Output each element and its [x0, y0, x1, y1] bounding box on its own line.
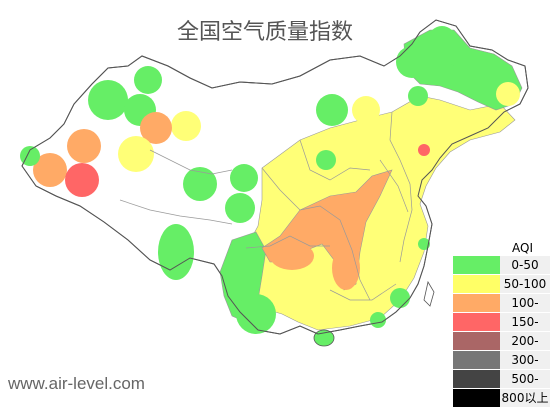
legend-swatch: [453, 275, 500, 293]
aqi-legend: AQI 0-50 50-100 100-150 150-200 200-300 …: [453, 240, 550, 408]
station-blob: [140, 112, 172, 144]
station-blob: [236, 294, 276, 334]
legend-swatch: [453, 332, 500, 350]
station-blob: [408, 86, 428, 106]
legend-item: 0-50: [453, 256, 550, 275]
station-blob: [134, 66, 162, 94]
station-blob: [316, 94, 348, 126]
legend-label: 150-200: [500, 313, 550, 347]
station-blob: [370, 312, 386, 328]
province-lines: [119, 111, 413, 301]
station-blob: [270, 242, 314, 270]
legend-swatch: [453, 389, 500, 407]
station-blob: [332, 246, 360, 290]
station-blob: [230, 164, 258, 192]
legend-label: 300-500: [500, 351, 550, 385]
legend-label: 0-50: [500, 256, 550, 275]
legend-item: 200-300: [453, 332, 550, 366]
station-blob: [183, 167, 217, 201]
legend-item: 150-200: [453, 313, 550, 347]
station-blob: [33, 153, 67, 187]
legend-swatch: [453, 351, 500, 369]
station-blob: [496, 82, 520, 106]
legend-label: 50-100: [500, 275, 550, 294]
legend-label: 200-300: [500, 332, 550, 366]
station-blob: [225, 193, 255, 223]
legend-item: 50-100: [453, 275, 550, 294]
station-blob: [316, 150, 336, 170]
station-blob: [418, 238, 430, 250]
station-blob: [158, 224, 194, 280]
station-blob: [88, 80, 128, 120]
station-blob: [171, 111, 201, 141]
station-blob: [396, 46, 428, 78]
legend-item: 800以上: [453, 389, 550, 408]
station-blob: [428, 26, 456, 54]
china-boundary: [21, 19, 529, 335]
legend-swatch: [453, 256, 500, 274]
taiwan-island: [423, 280, 435, 307]
hainan-island: [313, 329, 335, 347]
station-blob: [352, 96, 380, 124]
station-blob: [418, 144, 430, 156]
legend-item: 300-500: [453, 351, 550, 385]
legend-swatch: [453, 313, 500, 331]
legend-label: 100-150: [500, 294, 550, 328]
legend-label: 800以上: [500, 389, 550, 408]
station-blob: [67, 129, 101, 163]
station-blob: [65, 163, 99, 197]
station-blob: [436, 64, 460, 88]
legend-item: 100-150: [453, 294, 550, 328]
legend-swatch: [453, 370, 500, 388]
legend-label: 500-800: [500, 370, 550, 404]
station-blob: [118, 136, 154, 172]
site-watermark: www.air-level.com: [8, 374, 145, 393]
legend-item: 500-800: [453, 370, 550, 404]
map-title: 全国空气质量指数: [176, 20, 353, 45]
station-blob: [390, 288, 410, 308]
station-blobs: [20, 26, 520, 347]
legend-title: AQI: [512, 241, 533, 255]
legend-swatch: [453, 294, 500, 312]
